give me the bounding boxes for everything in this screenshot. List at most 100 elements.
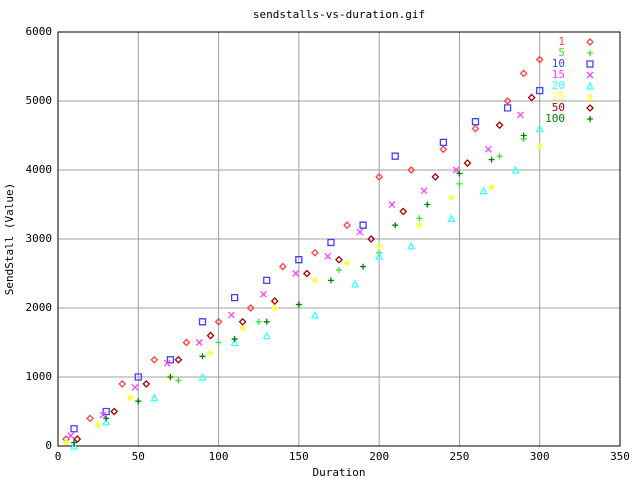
point [230, 338, 239, 347]
x-tick-label: 0 [55, 450, 62, 463]
point [230, 294, 239, 302]
x-tick-label: 250 [449, 450, 469, 463]
point [375, 172, 384, 181]
point [375, 251, 384, 260]
point [431, 172, 440, 181]
point [439, 138, 448, 147]
legend-label: 10 [552, 57, 565, 70]
y-tick-label: 3000 [26, 232, 53, 245]
x-tick-label: 100 [209, 450, 229, 463]
point [407, 166, 416, 174]
point [335, 255, 343, 264]
point [207, 349, 214, 356]
legend-marker [586, 71, 594, 79]
point [535, 124, 544, 133]
point [448, 194, 455, 201]
point [344, 260, 351, 267]
legend-label: 15 [552, 68, 565, 81]
point [295, 301, 302, 308]
point [246, 304, 255, 312]
point [67, 432, 75, 440]
point [206, 331, 215, 340]
point [488, 156, 495, 163]
point [70, 441, 79, 450]
point [70, 425, 78, 433]
point [416, 215, 423, 222]
legend-marker [586, 60, 594, 68]
point [150, 393, 159, 402]
point [134, 373, 142, 381]
y-tick-label: 6000 [26, 25, 53, 38]
point [167, 374, 174, 380]
legend-marker [587, 94, 593, 100]
x-tick-label: 350 [610, 450, 630, 463]
legend-label: 5 [558, 46, 565, 59]
point [527, 93, 536, 102]
point [163, 359, 171, 367]
point [447, 213, 456, 222]
point [360, 263, 367, 270]
point [262, 331, 271, 340]
point [535, 55, 544, 64]
point [110, 407, 119, 416]
y-tick-label: 1000 [26, 370, 53, 383]
point [439, 145, 448, 154]
point [271, 305, 278, 311]
point [174, 355, 183, 364]
x-tick-label: 300 [530, 450, 550, 463]
point [195, 339, 203, 346]
point [118, 379, 127, 388]
point [484, 145, 492, 153]
point [278, 262, 287, 271]
point [496, 153, 503, 160]
point [520, 132, 527, 139]
point [416, 222, 423, 229]
legend-label: 100 [545, 112, 565, 125]
point [343, 221, 351, 230]
point [391, 152, 399, 160]
point [479, 186, 488, 195]
point [239, 325, 246, 332]
point [95, 422, 102, 429]
point [327, 277, 334, 284]
point [420, 187, 428, 195]
y-tick-label: 2000 [26, 301, 53, 314]
point [71, 439, 78, 446]
point [103, 415, 110, 422]
point [327, 238, 335, 247]
point [302, 269, 311, 278]
point [456, 180, 463, 187]
point [135, 398, 142, 405]
point [399, 207, 408, 216]
point [270, 297, 279, 306]
legend-label: 25 [552, 90, 565, 103]
point [519, 69, 528, 78]
point [471, 118, 480, 126]
point [471, 124, 480, 133]
point [311, 277, 318, 284]
y-tick-label: 4000 [26, 163, 53, 176]
point [198, 372, 207, 381]
point [324, 252, 332, 260]
point [516, 111, 524, 119]
point [142, 379, 151, 388]
legend-marker [587, 50, 593, 56]
point [392, 222, 399, 229]
point [63, 439, 70, 446]
y-tick-label: 0 [45, 439, 52, 452]
point [456, 170, 463, 177]
legend-marker [586, 104, 594, 112]
y-tick-label: 5000 [26, 94, 53, 107]
x-tick-label: 50 [132, 450, 145, 463]
point [536, 87, 544, 95]
point [511, 165, 520, 174]
point [215, 339, 222, 346]
point [292, 270, 300, 277]
point [102, 407, 110, 416]
point [310, 248, 319, 257]
legend-marker [586, 38, 594, 46]
point [231, 336, 238, 343]
point [175, 377, 182, 384]
point [407, 241, 416, 250]
